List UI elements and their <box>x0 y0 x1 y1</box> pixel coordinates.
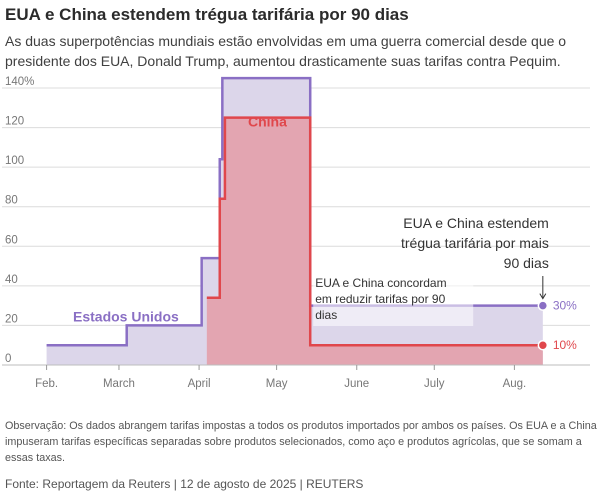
chart-note: Observação: Os dados abrangem tarifas im… <box>5 420 597 464</box>
y-tick-label: 140% <box>5 76 34 88</box>
y-tick-label: 120 <box>5 116 24 128</box>
x-tick-label: July <box>424 378 445 390</box>
y-tick-label: 0 <box>5 353 11 365</box>
x-tick-label: April <box>188 378 211 390</box>
annotation-2-line: 90 dias <box>504 255 549 271</box>
label-us-end-value: 30% <box>553 299 577 313</box>
annotation-2-arrowhead <box>539 293 547 300</box>
label-estados-unidos: Estados Unidos <box>73 308 179 324</box>
y-tick-label: 40 <box>5 274 18 286</box>
chart-title: EUA e China estendem trégua tarifária po… <box>5 5 409 24</box>
area-china <box>206 117 543 365</box>
annotation-1-line: EUA e China concordam <box>315 276 446 290</box>
label-china: China <box>248 114 287 130</box>
tariff-chart: 0 20 40 60 80 100 120 140% Feb. March April May June… <box>2 76 590 390</box>
y-tick-label: 100 <box>5 155 24 167</box>
y-tick-label: 80 <box>5 195 18 207</box>
point-estados-unidos-end <box>537 300 549 311</box>
x-tick-label: Aug. <box>503 378 527 390</box>
annotation-1-background <box>313 272 474 326</box>
annotation-2-line: EUA e China estendem <box>403 215 549 231</box>
y-tick-label: 20 <box>5 313 18 325</box>
line-china <box>206 116 543 347</box>
x-tick-label: Feb. <box>35 378 58 390</box>
point-china-end <box>537 339 549 351</box>
y-tick-label: 60 <box>5 234 18 246</box>
annotation-1-line: em reduzir tarifas por 90 <box>315 292 445 306</box>
annotation-1-line: dias <box>315 308 337 322</box>
label-china-end-value: 10% <box>553 338 577 352</box>
x-tick-label: March <box>103 378 135 390</box>
annotation-2-line: trégua tarifária por mais <box>401 235 549 251</box>
x-tick-label: June <box>344 378 369 390</box>
chart-source: Fonte: Reportagem da Reuters | 12 de ago… <box>5 477 364 491</box>
chart-subtitle: As duas superpotências mundiais estão en… <box>5 33 567 69</box>
x-tick-label: May <box>266 378 288 390</box>
